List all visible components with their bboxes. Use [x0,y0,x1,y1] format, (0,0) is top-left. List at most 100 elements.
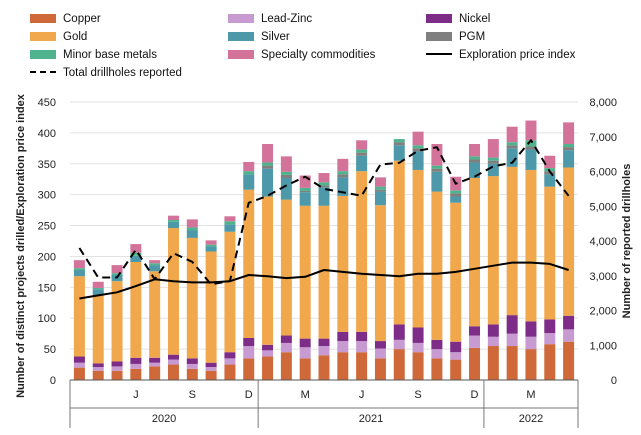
bar-silver-2022-04 [544,174,556,187]
left-tick-label-100: 100 [38,313,56,325]
bar-lead-zinc-2020-07 [149,362,161,367]
bar-stack-2022-04 [544,155,556,380]
bar-specialty-commodities-2021-01 [262,144,274,163]
bar-nickel-2021-06 [356,331,368,342]
bar-nickel-2020-09 [186,358,198,364]
bar-silver-2021-08 [393,145,405,161]
bar-minor-base-metals-2021-10 [431,165,443,169]
line-exploration-price-index [79,261,569,300]
bar-minor-base-metals-2020-07 [149,263,161,266]
bar-nickel-2021-04 [318,338,330,347]
bar-silver-2021-02 [280,177,292,200]
bar-pgm-2022-02 [506,145,518,149]
bar-pgm-2021-02 [280,174,292,178]
bar-minor-base-metals-2021-07 [374,186,386,190]
bar-gold-2022-03 [525,169,537,322]
bar-minor-base-metals-2022-05 [563,144,575,148]
bar-silver-2021-01 [262,168,274,197]
bar-silver-2021-03 [299,192,311,206]
bar-pgm-2021-03 [299,190,311,193]
bar-gold-2020-09 [186,237,198,359]
bar-pgm-2022-01 [487,160,499,164]
bar-stack-2021-03 [299,175,311,380]
legend-item-silver: Silver [228,31,290,43]
bar-specialty-commodities-2020-10 [205,240,217,245]
right-tick-label-5: 5,000 [589,201,617,213]
bar-minor-base-metals-2021-11 [450,190,462,194]
legend-item-pgm: PGM [426,31,485,43]
bar-silver-2021-05 [337,177,349,196]
bar-stack-2022-03 [525,120,537,380]
bar-stack-2020-11 [224,216,236,380]
left-tick-label-300: 300 [38,190,56,202]
bar-lead-zinc-2022-03 [525,336,537,350]
bar-lead-zinc-2022-02 [506,333,518,347]
bar-minor-base-metals-2020-06 [130,252,142,256]
bar-pgm-2021-05 [337,174,349,178]
month-label-21: D [471,389,479,401]
legend-label-lead-zinc: Lead-Zinc [261,13,312,25]
bar-copper-2021-06 [356,352,368,380]
legend-item-copper: Copper [30,13,101,25]
lines [78,139,570,300]
bar-specialty-commodities-2020-06 [130,244,142,253]
bar-specialty-commodities-2022-05 [563,122,575,145]
bar-specialty-commodities-2020-08 [167,215,179,220]
bar-gold-2021-08 [393,160,405,325]
left-tick-label-150: 150 [38,282,56,294]
bar-stack-2022-01 [487,139,499,380]
bar-pgm-2021-09 [412,148,424,152]
bar-nickel-2020-07 [149,357,161,363]
left-axis-title: Number of distinct projects drilled/Expl… [15,93,27,398]
bar-minor-base-metals-2020-10 [205,244,217,247]
bar-gold-2021-05 [337,195,349,332]
year-label-2022: 2022 [519,413,543,425]
bar-lead-zinc-2021-02 [280,342,292,353]
bar-nickel-2021-07 [374,341,386,349]
bar-silver-2020-12 [243,174,255,190]
legend-swatch-minor-base-metals [30,50,56,59]
bar-gold-2020-12 [243,189,255,338]
bar-stack-2021-10 [431,144,443,380]
bar-specialty-commodities-2022-02 [506,126,518,143]
bar-nickel-2020-08 [167,354,179,360]
bar-minor-base-metals-2020-12 [243,171,255,175]
bar-lead-zinc-2021-10 [431,349,443,359]
bar-specialty-commodities-2021-10 [431,144,443,166]
bar-stack-2021-11 [450,176,462,380]
bar-nickel-2021-10 [431,339,443,350]
bar-lead-zinc-2020-10 [205,367,217,371]
bar-gold-2020-05 [111,281,123,362]
bar-silver-2020-08 [167,221,179,229]
bar-lead-zinc-2021-11 [450,352,462,360]
bar-gold-2020-11 [224,231,236,353]
bar-silver-2020-04 [92,289,104,296]
legend-item-minor-base-metals: Minor base metals [30,49,157,61]
right-axis-title: Number of reported drillholes [621,164,633,319]
left-tick-label-50: 50 [44,344,56,356]
bar-minor-base-metals-2021-02 [280,171,292,175]
legend-label-total-drillholes-reported: Total drillholes reported [63,67,182,79]
legend-label-pgm: PGM [459,31,485,43]
bar-lead-zinc-2021-08 [393,339,405,350]
bar-pgm-2021-04 [318,185,330,188]
bar-silver-2021-11 [450,196,462,203]
bar-specialty-commodities-2021-12 [469,144,481,157]
bar-silver-2020-09 [186,230,198,238]
bar-lead-zinc-2020-09 [186,363,198,369]
bar-stack-2020-03 [73,260,85,380]
legend-item-gold: Gold [30,31,87,43]
legend-item-specialty-commodities: Specialty commodities [228,49,376,61]
bar-lead-zinc-2022-04 [544,333,556,345]
bar-specialty-commodities-2020-09 [186,219,198,228]
legend-item-lead-zinc: Lead-Zinc [228,13,312,25]
bar-nickel-2022-02 [506,315,518,334]
bar-gold-2021-04 [318,205,330,339]
legend-label-copper: Copper [63,13,101,25]
legend-item-total-drillholes-reported: Total drillholes reported [30,67,182,79]
legend: Copper Lead-Zinc Nickel Gold Silver PGM Minor … [30,13,576,79]
bar-pgm-2022-05 [563,147,575,151]
bar-specialty-commodities-2021-05 [337,158,349,172]
bar-pgm-2021-08 [393,142,405,146]
